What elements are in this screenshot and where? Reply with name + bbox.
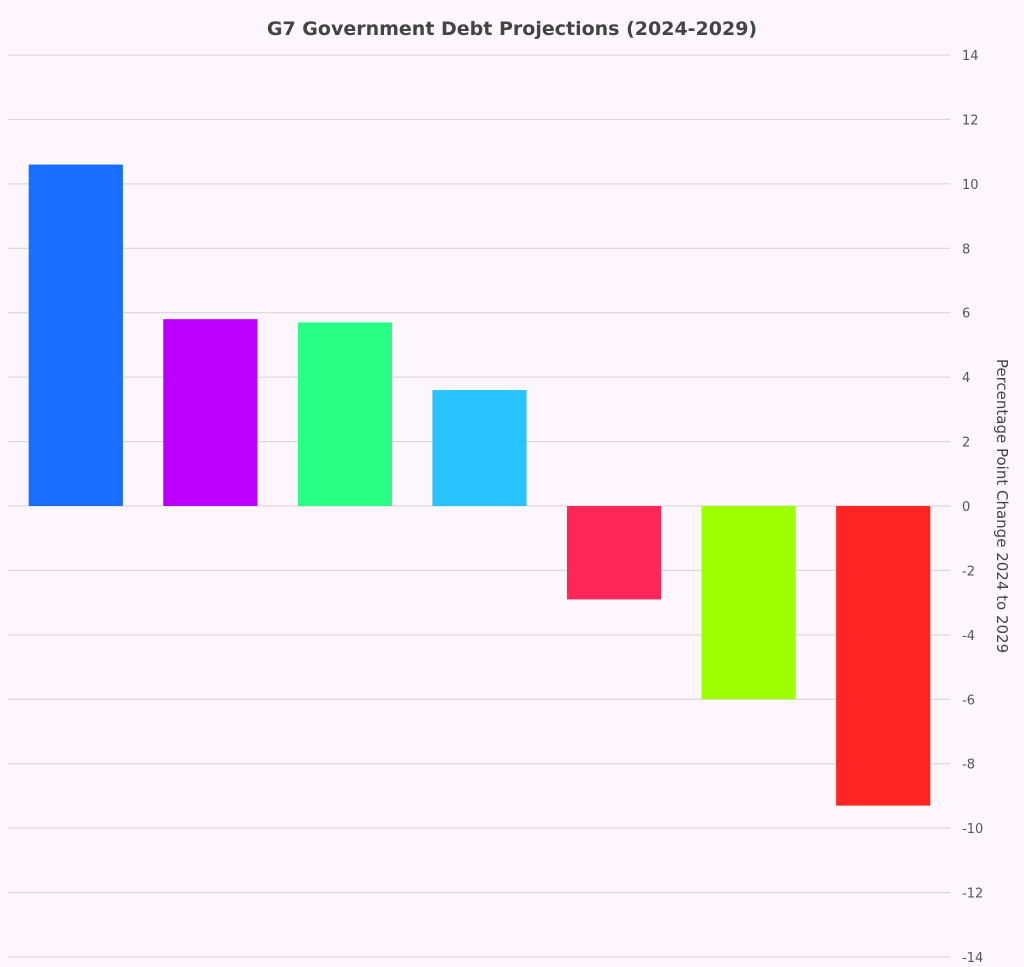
bar[interactable]	[297, 322, 393, 506]
bar[interactable]	[28, 164, 123, 506]
y-tick-label: 0	[962, 500, 970, 515]
y-tick-label: -6	[962, 693, 975, 708]
bar[interactable]	[432, 390, 527, 506]
y-tick-label: 10	[962, 178, 979, 193]
y-tick-label: -10	[962, 822, 983, 837]
y-tick-label: -2	[962, 564, 975, 579]
y-tick-label: -8	[962, 758, 975, 773]
y-tick-labels: 14 12 10 8 6 4 2 0 -2 -4 -6 -8 -10 -12 -14	[962, 49, 983, 966]
bar[interactable]	[163, 319, 258, 506]
y-tick-label: 14	[962, 49, 979, 64]
y-tick-label: 8	[962, 242, 970, 257]
bars	[28, 164, 931, 806]
chart-title: G7 Government Debt Projections (2024-202…	[267, 18, 757, 40]
bar[interactable]	[566, 506, 662, 600]
y-tick-label: 6	[962, 307, 970, 322]
bar[interactable]	[701, 506, 796, 700]
y-tick-label: 2	[962, 436, 970, 451]
y-tick-label: -14	[962, 951, 983, 966]
y-axis-label: Percentage Point Change 2024 to 2029	[993, 359, 1011, 653]
y-tick-label: 4	[962, 371, 970, 386]
bar[interactable]	[836, 506, 931, 806]
y-tick-label: 12	[962, 113, 979, 128]
y-tick-label: -12	[962, 887, 983, 902]
y-tick-label: -4	[962, 629, 975, 644]
